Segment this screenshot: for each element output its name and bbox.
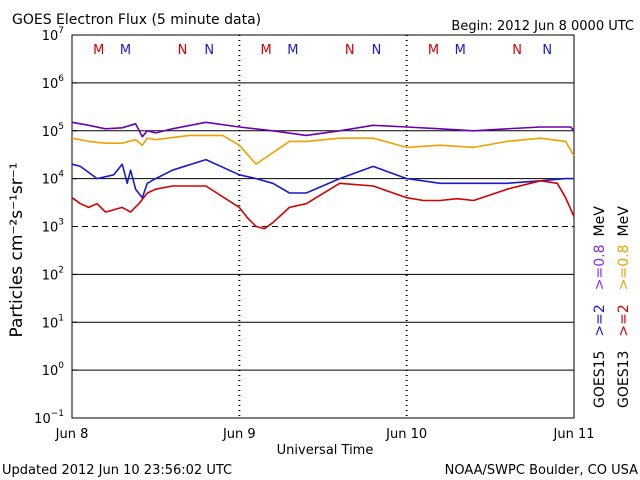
y-tick-label: 102	[42, 265, 64, 283]
flux-series-line	[71, 121, 575, 138]
y-tick-exponent: 2	[58, 265, 64, 275]
y-tick-base: 10	[42, 77, 59, 92]
y-tick-label: 105	[42, 122, 64, 140]
y-tick-base: 10	[42, 364, 59, 379]
y-tick-base: 10	[42, 173, 59, 188]
local-time-marker: N	[372, 43, 382, 58]
y-tick-label: 104	[42, 170, 65, 188]
y-tick-exponent: 6	[58, 74, 64, 84]
local-time-marker: N	[345, 43, 355, 58]
local-time-marker: M	[260, 43, 271, 58]
begin-time-label: Begin: 2012 Jun 8 0000 UTC	[451, 19, 634, 34]
flux-series-line	[71, 134, 575, 165]
y-tick-base: 10	[42, 125, 59, 140]
y-tick-exponent: 7	[58, 26, 64, 36]
x-tick-label: Jun 9	[222, 427, 256, 442]
legend-satellite: GOES15	[592, 351, 608, 408]
local-time-marker: M	[120, 43, 131, 58]
legend-channel: >=0.8	[592, 244, 608, 290]
x-tick-labels: Jun 8 Jun 9 Jun 10 Jun 11	[55, 427, 595, 442]
series-lines	[71, 121, 575, 230]
y-tick-exponent: −1	[51, 409, 64, 419]
local-time-marker: N	[542, 43, 552, 58]
y-tick-exponent: 0	[58, 361, 64, 371]
y-tick-base: 10	[42, 29, 59, 44]
local-time-marker: M	[455, 43, 466, 58]
legend-unit: MeV	[592, 206, 608, 237]
y-tick-exponent: 5	[58, 122, 64, 132]
y-tick-label: 10−1	[34, 409, 64, 427]
y-tick-base: 10	[42, 316, 59, 331]
legend-channel: >=2	[592, 304, 608, 336]
y-tick-exponent: 3	[58, 218, 64, 228]
local-time-marker: M	[428, 43, 439, 58]
y-tick-label: 101	[42, 313, 64, 331]
updated-timestamp: Updated 2012 Jun 10 23:56:02 UTC	[2, 463, 232, 478]
legend-unit: MeV	[616, 206, 632, 237]
local-time-marker: M	[93, 43, 104, 58]
legend-channel: >=0.8	[616, 244, 632, 290]
gridlines	[72, 82, 574, 371]
x-tick-label: Jun 10	[385, 427, 427, 442]
local-time-marker: N	[178, 43, 188, 58]
legend-channel: >=2	[616, 304, 632, 336]
legend: GOES15 >=2 >=0.8 MeV GOES13 >=2 >=0.8 MeV	[592, 206, 632, 408]
y-tick-base: 10	[42, 221, 59, 236]
local-time-marker: M	[287, 43, 298, 58]
local-time-marker: N	[512, 43, 522, 58]
x-tick-label: Jun 11	[553, 427, 595, 442]
flux-series-line	[71, 158, 574, 199]
y-tick-base: 10	[34, 412, 51, 427]
y-tick-label: 106	[42, 74, 65, 92]
legend-entry: GOES15 >=2 >=0.8 MeV	[592, 206, 608, 408]
local-time-marker: N	[204, 43, 214, 58]
y-tick-exponent: 4	[58, 170, 64, 180]
y-tick-label: 100	[42, 361, 65, 379]
y-tick-base: 10	[42, 268, 59, 283]
credit-label: NOAA/SWPC Boulder, CO USA	[445, 463, 638, 478]
flux-series-line	[71, 180, 575, 230]
x-tick-label: Jun 8	[55, 427, 89, 442]
chart-title: GOES Electron Flux (5 minute data)	[12, 12, 261, 28]
legend-entry: GOES13 >=2 >=0.8 MeV	[616, 206, 632, 408]
y-tick-exponent: 1	[58, 313, 64, 323]
y-tick-label: 103	[42, 218, 64, 236]
y-axis-label: Particles cm⁻²s⁻¹sr⁻¹	[7, 162, 27, 337]
x-axis-label: Universal Time	[277, 443, 374, 458]
legend-satellite: GOES13	[616, 351, 632, 408]
y-tick-label: 107	[42, 26, 64, 44]
